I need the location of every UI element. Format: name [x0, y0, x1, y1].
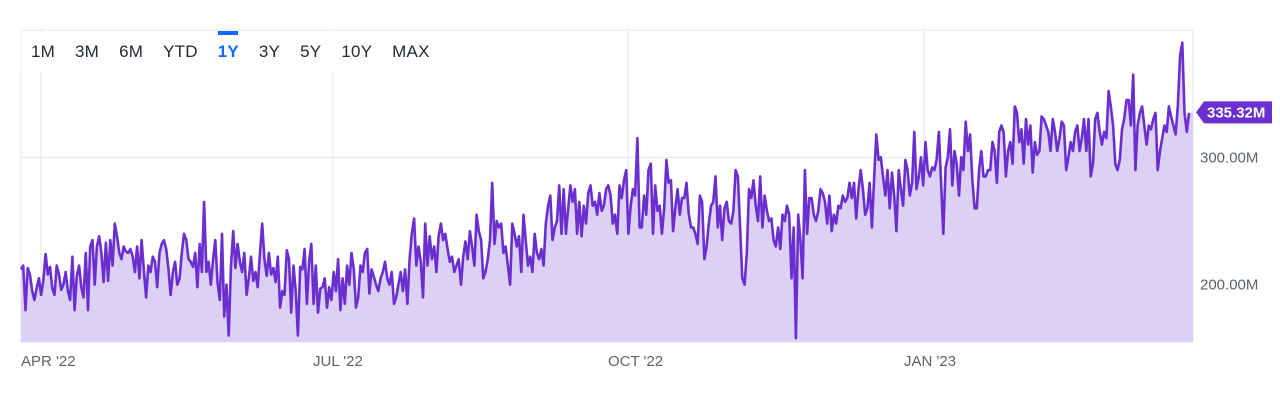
range-tab-3m[interactable]: 3M [65, 32, 110, 72]
x-tick-label: OCT '22 [608, 353, 663, 370]
range-tab-1m[interactable]: 1M [21, 32, 66, 72]
range-tabs: 1M 3M 6M YTD 1Y 3Y 5Y 10Y MAX [21, 30, 440, 74]
range-tab-3y[interactable]: 3Y [248, 32, 291, 72]
current-value-badge: 335.32M [1196, 101, 1272, 124]
range-tab-10y[interactable]: 10Y [331, 32, 383, 72]
x-tick-label: JAN '23 [904, 353, 956, 370]
range-tab-ytd[interactable]: YTD [153, 32, 208, 72]
y-axis-ticks: 200.00M 300.00M [1200, 149, 1258, 293]
current-value-label: 335.32M [1207, 104, 1265, 121]
area-fill [21, 42, 1193, 342]
x-tick-label: JUL '22 [313, 353, 363, 370]
current-value-badge-shape [1196, 101, 1272, 124]
y-tick-label: 200.00M [1200, 277, 1258, 294]
range-tab-6m[interactable]: 6M [109, 32, 154, 72]
y-tick-label: 300.00M [1200, 149, 1258, 166]
x-axis-ticks: APR '22 JUL '22 OCT '22 JAN '23 [21, 353, 956, 370]
range-tab-1y[interactable]: 1Y [207, 31, 249, 72]
range-tab-5y[interactable]: 5Y [290, 32, 332, 72]
price-line [19, 41, 1191, 340]
range-tab-max[interactable]: MAX [382, 32, 440, 72]
x-tick-label: APR '22 [21, 353, 76, 370]
